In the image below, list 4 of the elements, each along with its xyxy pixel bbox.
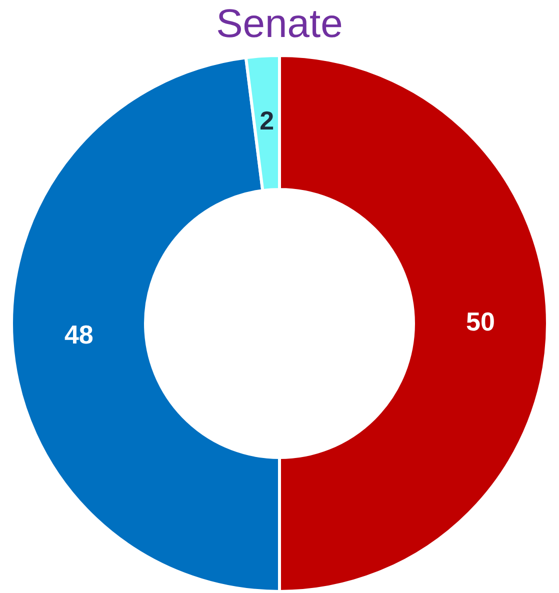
data-label: 48 [64, 319, 94, 350]
data-label: 50 [466, 306, 495, 337]
chart-title: Senate [216, 2, 343, 46]
data-label: 2 [260, 106, 274, 136]
